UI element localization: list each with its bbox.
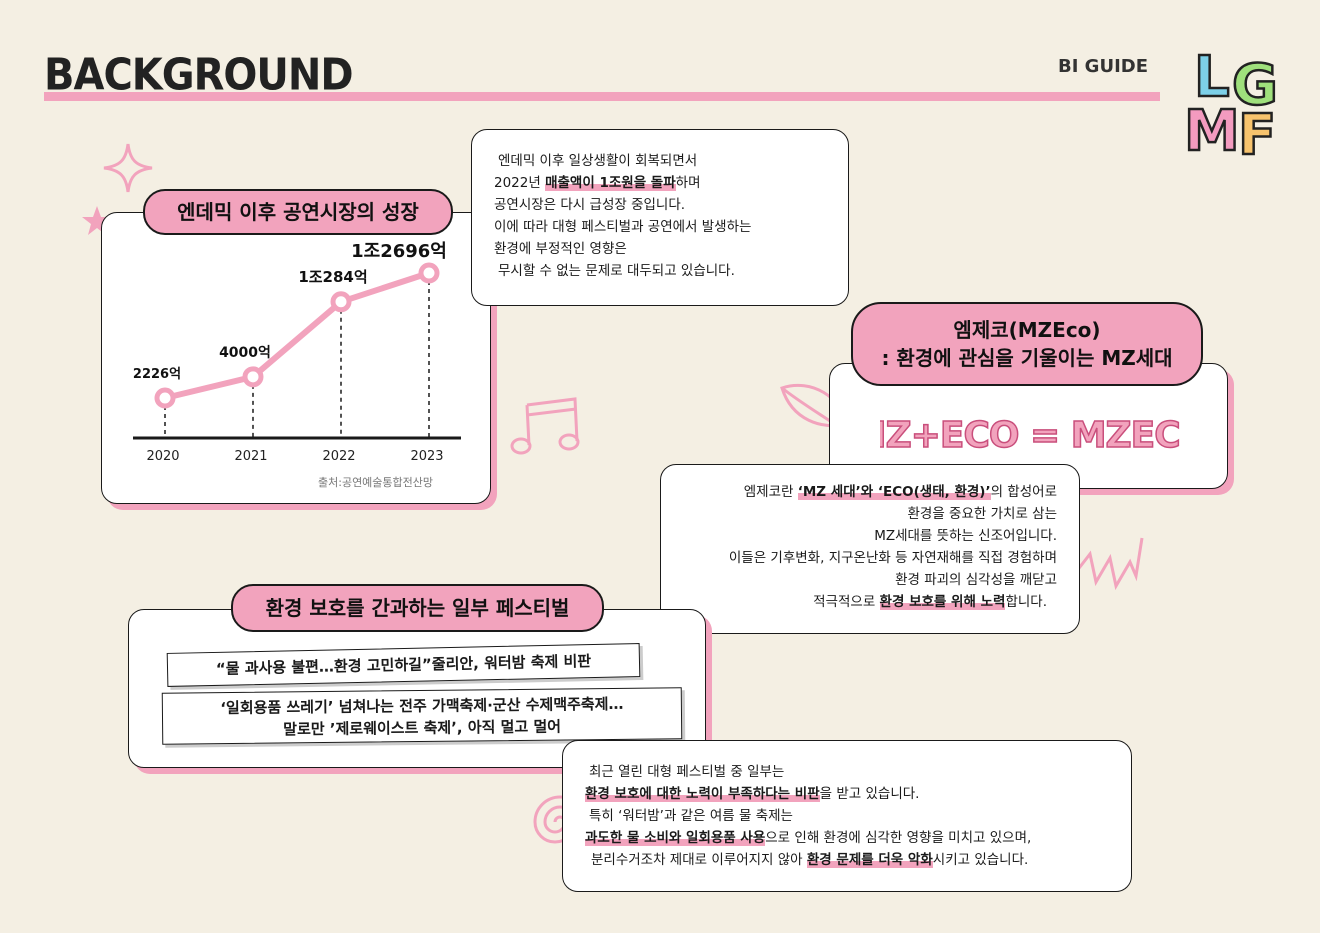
festival-line-4: 과도한 물 소비와 일회용품 사용으로 인해 환경에 심각한 영향을 미치고 있…	[585, 830, 1032, 846]
endemic-text-card: 엔데믹 이후 일상생활이 회복되면서 2022년 매출액이 1조원을 돌파하며 …	[471, 129, 849, 306]
festival-title-pill: 환경 보호를 간과하는 일부 페스티벌	[231, 584, 604, 632]
endemic-line-5: 환경에 부정적인 영향은	[494, 241, 627, 257]
chart-tick-label: 2022	[322, 449, 355, 464]
mzeco-formula-text: MZ+ECO = MZECO	[880, 415, 1180, 456]
chart-series-line	[162, 270, 432, 401]
mzeco-line-5: 환경 파괴의 심각성을 깨닫고	[895, 572, 1057, 588]
mzeco-title-pill: 엠제코(MZEco) : 환경에 관심을 기울이는 MZ세대	[851, 302, 1203, 386]
mzeco-line-2: 환경을 중요한 가치로 삼는	[907, 506, 1058, 522]
chart-point	[242, 366, 264, 388]
growth-title-pill: 엔데믹 이후 공연시장의 성장	[143, 189, 453, 235]
mzeco-formula: MZ+ECO = MZECO	[880, 414, 1180, 457]
chart-point	[154, 387, 176, 409]
mzeco-title-line-2: : 환경에 관심을 기울이는 MZ세대	[881, 346, 1173, 370]
chart-tick-label: 2023	[410, 449, 443, 464]
growth-line-chart: 2226억 2020 4000억 2021 1조284억 2022 1조2696억 2023	[133, 241, 461, 464]
chart-data-label: 2226억	[133, 367, 181, 382]
endemic-paragraph: 엔데믹 이후 일상생활이 회복되면서 2022년 매출액이 1조원을 돌파하며 …	[494, 150, 751, 282]
growth-chart-card	[101, 212, 491, 504]
festival-line-2: 환경 보호에 대한 노력이 부족하다는 비판을 받고 있습니다.	[585, 786, 920, 802]
endemic-line-1: 엔데믹 이후 일상생활이 회복되면서	[498, 153, 698, 169]
music-note-icon	[510, 397, 580, 455]
logo-letter-g: G	[1232, 53, 1278, 118]
chart-tick-label: 2020	[146, 449, 179, 464]
mzeco-title-line-1: 엠제코(MZEco)	[953, 318, 1101, 342]
logo-letter-m: M	[1184, 99, 1240, 164]
mzeco-line-1: 엠제코란 ‘MZ 세대’와 ‘ECO(생태, 환경)’의 합성어로	[743, 484, 1057, 500]
mzeco-highlight-2: 환경 보호를 위해 노력	[879, 594, 1006, 610]
chart-point	[418, 262, 440, 284]
mzeco-paragraph: 엠제코란 ‘MZ 세대’와 ‘ECO(생태, 환경)’의 합성어로 환경을 중요…	[729, 481, 1057, 613]
bi-guide-label: BI GUIDE	[1058, 56, 1149, 77]
chart-tick-label: 2021	[234, 449, 267, 464]
chart-data-label: 4000억	[219, 345, 271, 361]
mzeco-line-6: 적극적으로 환경 보호를 위해 노력합니다.	[813, 594, 1047, 610]
festival-text-card: 최근 열린 대형 페스티벌 중 일부는 환경 보호에 대한 노력이 부족하다는 …	[562, 740, 1132, 892]
festival-line-1: 최근 열린 대형 페스티벌 중 일부는	[589, 764, 785, 780]
endemic-line-6: 무시할 수 없는 문제로 대두되고 있습니다.	[498, 263, 735, 279]
mzeco-line-3: MZ세대를 뜻하는 신조어입니다.	[874, 528, 1057, 544]
festival-line-5: 분리수거조차 제대로 이루어지지 않아 환경 문제를 더욱 악화시키고 있습니다…	[591, 852, 1029, 868]
festival-highlight-2: 과도한 물 소비와 일회용품 사용	[585, 830, 766, 846]
logo-letter-f: F	[1238, 103, 1276, 164]
endemic-line-2: 2022년 매출액이 1조원을 돌파하며	[494, 175, 701, 191]
star-icon	[82, 206, 112, 235]
lgmf-logo: L G M F	[1183, 44, 1279, 164]
endemic-line-4: 이에 따라 대형 페스티벌과 공연에서 발생하는	[494, 219, 752, 235]
festival-highlight-1: 환경 보호에 대한 노력이 부족하다는 비판	[585, 786, 820, 802]
chart-data-label: 1조2696억	[351, 241, 447, 262]
logo-letter-l: L	[1194, 45, 1230, 110]
title-underline	[44, 92, 1160, 101]
chart-data-label: 1조284억	[298, 268, 367, 286]
mzeco-line-4: 이들은 기후변화, 지구온난화 등 자연재해를 직접 경험하며	[728, 550, 1057, 566]
chart-point	[330, 291, 352, 313]
mzeco-text-card: 엠제코란 ‘MZ 세대’와 ‘ECO(생태, 환경)’의 합성어로 환경을 중요…	[660, 464, 1080, 634]
festival-line-3: 특히 ‘워터밤’과 같은 여름 물 축제는	[589, 808, 793, 824]
endemic-highlight: 매출액이 1조원을 돌파	[545, 175, 676, 191]
zigzag-icon	[1074, 537, 1144, 591]
festival-paragraph: 최근 열린 대형 페스티벌 중 일부는 환경 보호에 대한 노력이 부족하다는 …	[585, 761, 1031, 871]
chart-source: 출처:공연예술통합전산망	[318, 476, 434, 489]
endemic-line-3: 공연시장은 다시 급성장 중입니다.	[494, 197, 686, 213]
news-headline-2: ‘일회용품 쓰레기’ 넘쳐나는 전주 가맥축제·군산 수제맥주축제… 말로만 ’…	[161, 687, 683, 745]
page-title: BACKGROUND	[44, 49, 354, 101]
festival-highlight-3: 환경 문제를 더욱 악화	[806, 852, 933, 868]
sparkle-icon	[103, 143, 153, 193]
mzeco-highlight-1: ‘MZ 세대’와 ‘ECO(생태, 환경)’	[797, 484, 991, 500]
